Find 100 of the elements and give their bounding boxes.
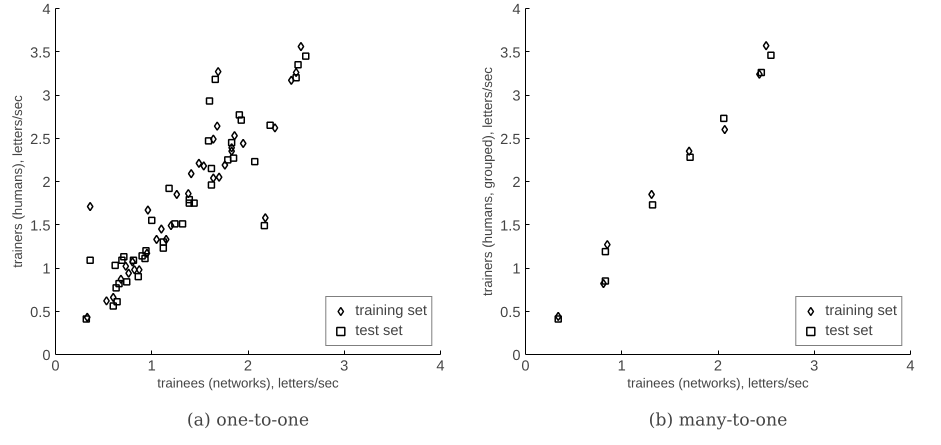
- point: [602, 277, 610, 285]
- point: [554, 312, 562, 322]
- point: [144, 205, 152, 215]
- x-tick-label: 2: [244, 358, 252, 374]
- point: [188, 168, 195, 178]
- point: [186, 199, 194, 207]
- point: [138, 252, 146, 260]
- point: [212, 76, 220, 84]
- point: [162, 234, 170, 244]
- point: [206, 97, 214, 105]
- point: [221, 160, 228, 170]
- point: [168, 220, 174, 230]
- point: [767, 51, 775, 59]
- point: [721, 124, 728, 134]
- point: [186, 196, 194, 204]
- point: [208, 164, 216, 172]
- point: [758, 68, 766, 76]
- x-axis-title: trainees (networks), letters/sec: [157, 376, 340, 390]
- point: [130, 256, 138, 264]
- point: [302, 52, 310, 60]
- point: [236, 111, 244, 119]
- y-tick-label: 1: [42, 262, 51, 278]
- legend-label: training set: [825, 303, 897, 319]
- point: [204, 137, 212, 145]
- point: [228, 146, 236, 156]
- point: [86, 202, 94, 212]
- point: [228, 138, 236, 146]
- point: [129, 257, 136, 267]
- point: [762, 40, 770, 50]
- point: [200, 161, 208, 171]
- point: [250, 158, 258, 166]
- point: [111, 262, 119, 270]
- point: [238, 116, 246, 124]
- y-tick-label: 3.5: [30, 45, 50, 62]
- legend-label: test set: [355, 323, 403, 339]
- point: [604, 240, 611, 250]
- point: [112, 284, 120, 292]
- point: [134, 272, 142, 280]
- x-tick-label: 3: [810, 358, 818, 374]
- point: [554, 315, 562, 323]
- point: [266, 122, 274, 130]
- point: [142, 246, 150, 254]
- x-tick-label: 4: [436, 358, 445, 374]
- point: [298, 42, 304, 52]
- point: [144, 248, 150, 258]
- y-tick-label: 4: [42, 2, 51, 18]
- legend-label: test set: [825, 323, 873, 339]
- point: [292, 68, 300, 78]
- point: [686, 146, 693, 156]
- y-tick-label: 1.5: [30, 218, 50, 234]
- point: [224, 156, 232, 164]
- x-tick-label: 1: [148, 358, 156, 374]
- point: [160, 244, 168, 252]
- y-tick-label: 3.5: [500, 45, 520, 62]
- point: [288, 76, 295, 86]
- point: [122, 278, 130, 286]
- point: [120, 253, 128, 261]
- point: [214, 121, 221, 131]
- x-axis-title: trainees (networks), letters/sec: [627, 376, 810, 390]
- point: [600, 278, 607, 288]
- point: [195, 158, 202, 168]
- point: [136, 264, 143, 274]
- point: [208, 181, 216, 189]
- point: [160, 238, 168, 246]
- point: [184, 188, 192, 198]
- point: [84, 312, 91, 322]
- point: [210, 173, 217, 183]
- y-tick-label: 0.5: [500, 304, 520, 321]
- point: [125, 268, 132, 278]
- point: [228, 143, 236, 153]
- y-tick-label: 2.5: [500, 132, 520, 148]
- point: [110, 302, 117, 310]
- point: [231, 130, 238, 140]
- point: [262, 213, 269, 223]
- x-tick-label: 2: [714, 358, 722, 374]
- point: [165, 184, 173, 192]
- point: [294, 60, 302, 68]
- point: [240, 138, 247, 148]
- point: [756, 69, 763, 79]
- x-tick-label: 4: [906, 358, 915, 374]
- y-tick-label: 2: [42, 175, 51, 191]
- point: [122, 262, 130, 272]
- x-tick-label: 1: [618, 358, 626, 374]
- point: [131, 264, 138, 274]
- point: [110, 292, 117, 302]
- point: [153, 234, 160, 244]
- point: [113, 298, 121, 306]
- point: [118, 274, 124, 284]
- y-tick-label: 2: [512, 175, 521, 191]
- point: [648, 190, 656, 200]
- point: [230, 154, 238, 162]
- text: (b) many-to-one: [648, 410, 788, 430]
- point: [720, 114, 728, 122]
- point: [210, 134, 217, 144]
- point: [292, 74, 300, 82]
- point: [648, 201, 656, 209]
- y-tick-label: 3: [512, 88, 521, 104]
- point: [141, 254, 149, 262]
- y-tick-label: 2.5: [30, 132, 50, 148]
- point: [171, 220, 179, 228]
